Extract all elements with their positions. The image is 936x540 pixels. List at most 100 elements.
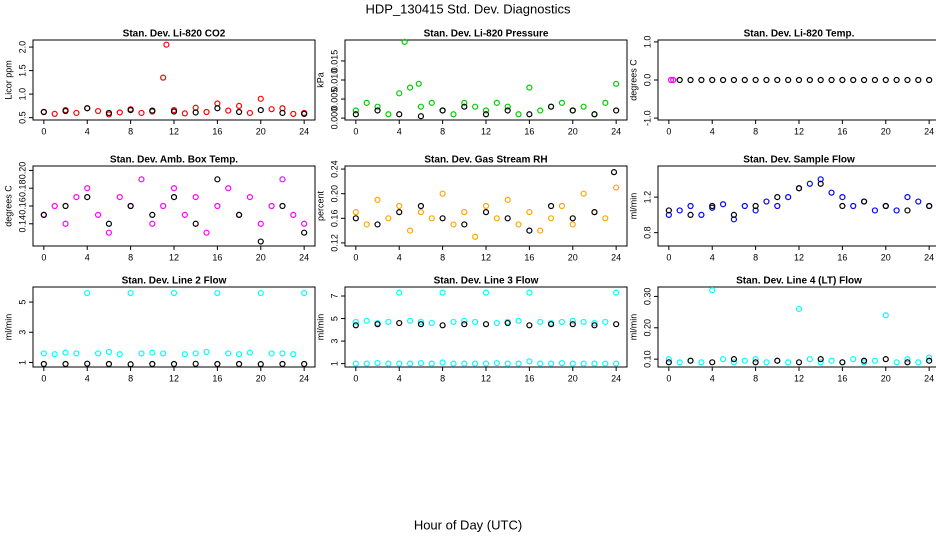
point bbox=[246, 194, 254, 201]
point bbox=[290, 110, 297, 117]
point bbox=[461, 360, 468, 367]
page-title: HDP_130415 Std. Dev. Diagnostics bbox=[366, 1, 571, 16]
point bbox=[482, 321, 490, 328]
point bbox=[537, 318, 544, 326]
point bbox=[396, 209, 403, 216]
point bbox=[290, 211, 297, 218]
point bbox=[290, 351, 297, 358]
point bbox=[719, 201, 727, 208]
x-tick-label: 8 bbox=[128, 373, 133, 383]
point bbox=[795, 305, 803, 313]
point bbox=[795, 359, 803, 366]
point bbox=[730, 359, 738, 366]
point bbox=[882, 76, 889, 84]
point bbox=[417, 359, 425, 367]
point bbox=[569, 107, 576, 114]
point bbox=[569, 215, 576, 222]
point bbox=[138, 109, 145, 117]
point bbox=[94, 350, 102, 357]
y-tick-label: 0.20 bbox=[329, 185, 339, 203]
point bbox=[62, 349, 69, 356]
point bbox=[860, 357, 868, 364]
panel-title: Stan. Dev. Amb. Box Temp. bbox=[110, 155, 238, 166]
point bbox=[774, 76, 781, 84]
point bbox=[461, 321, 468, 328]
point bbox=[105, 348, 113, 356]
point bbox=[763, 359, 770, 366]
point bbox=[62, 107, 69, 115]
x-tick-label: 8 bbox=[440, 252, 445, 262]
x-tick-label: 4 bbox=[710, 126, 715, 136]
point bbox=[709, 359, 716, 366]
point bbox=[926, 354, 933, 361]
point bbox=[428, 360, 435, 367]
point bbox=[904, 359, 911, 366]
point bbox=[51, 351, 58, 358]
point bbox=[439, 190, 446, 197]
point bbox=[40, 350, 47, 357]
point bbox=[763, 76, 770, 84]
point bbox=[396, 111, 403, 118]
x-tick-label: 16 bbox=[837, 252, 847, 262]
point bbox=[363, 317, 370, 324]
x-tick-label: 24 bbox=[611, 126, 621, 136]
point bbox=[817, 180, 824, 187]
point bbox=[676, 76, 683, 84]
point bbox=[839, 194, 846, 201]
point bbox=[406, 84, 414, 91]
y-axis-label: ml/min bbox=[628, 193, 638, 220]
x-tick-label: 8 bbox=[128, 252, 133, 262]
point bbox=[51, 202, 58, 210]
point bbox=[547, 103, 555, 110]
x-tick-label: 24 bbox=[924, 126, 934, 136]
x-tick-label: 8 bbox=[440, 373, 445, 383]
point bbox=[871, 357, 879, 364]
x-tick-label: 24 bbox=[611, 252, 621, 262]
point bbox=[415, 80, 422, 87]
point bbox=[192, 350, 199, 357]
point bbox=[374, 359, 381, 367]
point bbox=[591, 360, 598, 367]
point bbox=[839, 76, 846, 84]
point bbox=[149, 349, 156, 356]
point bbox=[149, 211, 156, 218]
point bbox=[709, 76, 716, 84]
point bbox=[268, 106, 275, 113]
y-tick-label: 0.16 bbox=[17, 197, 27, 215]
point bbox=[385, 360, 392, 367]
point bbox=[610, 169, 618, 176]
y-tick-label: 0.20 bbox=[642, 319, 652, 337]
point bbox=[257, 289, 264, 297]
point bbox=[62, 202, 69, 210]
x-tick-label: 0 bbox=[353, 373, 358, 383]
point bbox=[904, 76, 911, 84]
point bbox=[214, 202, 221, 210]
y-tick-label: 0.16 bbox=[329, 210, 339, 228]
point bbox=[279, 202, 286, 210]
point bbox=[181, 211, 188, 218]
y-tick-label: 0.010 bbox=[329, 69, 339, 92]
point bbox=[40, 108, 47, 116]
point bbox=[774, 202, 781, 210]
point bbox=[537, 360, 544, 367]
point bbox=[246, 349, 254, 356]
point bbox=[687, 211, 694, 218]
point bbox=[149, 360, 156, 368]
point bbox=[730, 76, 738, 84]
y-tick-label: 0.005 bbox=[329, 88, 339, 111]
point bbox=[537, 107, 544, 114]
point bbox=[84, 185, 91, 192]
point bbox=[741, 76, 748, 84]
point bbox=[730, 211, 738, 218]
point bbox=[752, 76, 759, 84]
x-tick-label: 4 bbox=[85, 252, 90, 262]
point bbox=[828, 189, 835, 196]
panel-title: Stan. Dev. Line 4 (LT) Flow bbox=[736, 276, 862, 287]
point bbox=[817, 359, 824, 366]
x-tick-label: 16 bbox=[212, 373, 222, 383]
point bbox=[871, 76, 879, 84]
x-tick-label: 20 bbox=[568, 126, 578, 136]
y-axis-label: ml/min bbox=[315, 314, 325, 341]
point bbox=[904, 207, 911, 214]
point bbox=[214, 176, 221, 183]
